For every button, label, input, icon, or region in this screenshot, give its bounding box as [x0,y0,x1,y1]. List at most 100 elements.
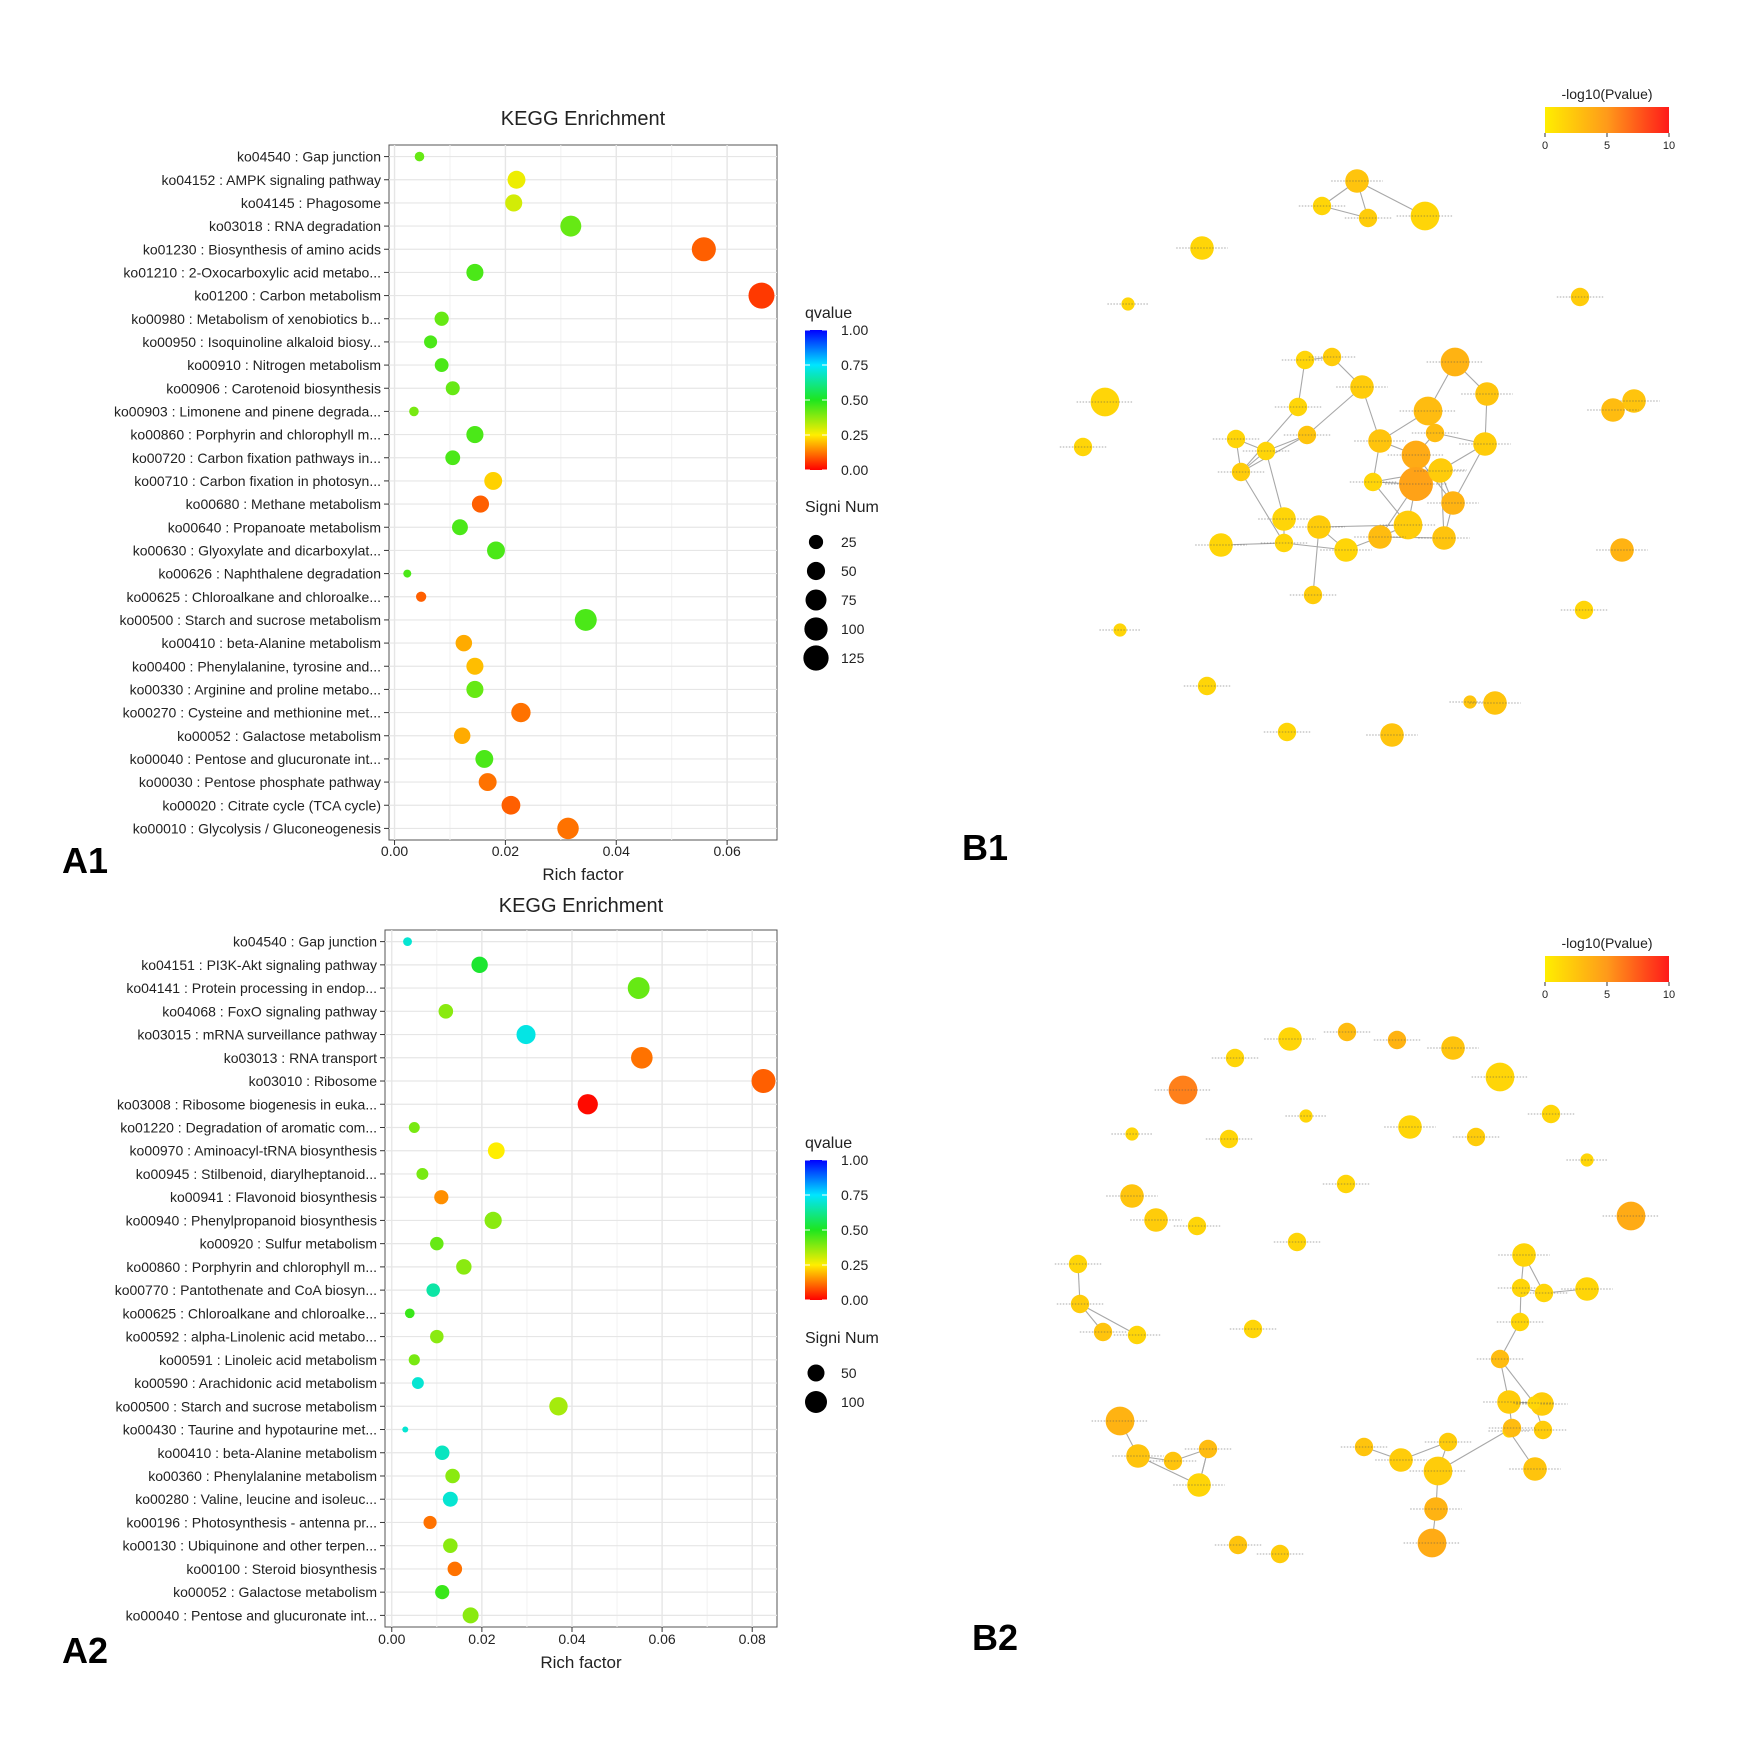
y-tick-label: ko00330 : Arginine and proline metabo... [130,681,381,697]
x-tick-label: 0.02 [468,1631,495,1647]
data-point [574,608,597,631]
network-node [1312,196,1332,216]
data-point [455,634,473,652]
network-node [1398,1115,1422,1139]
y-tick-label: ko00910 : Nitrogen metabolism [187,357,381,373]
y-tick-label: ko03010 : Ribosome [249,1073,378,1089]
network-node [1127,1325,1147,1345]
network-node [1209,533,1233,557]
network-legend-label: 10 [1663,989,1675,1001]
network-node [1225,1048,1245,1068]
data-point [462,1607,479,1624]
data-point [487,1142,505,1160]
network-legend-label: 5 [1604,989,1610,1001]
y-tick-label: ko00770 : Pantothenate and CoA biosyn... [115,1282,377,1298]
network-node [1295,350,1315,370]
data-point [430,1329,444,1344]
size-legend-swatch [803,645,829,671]
network-node [1601,398,1625,422]
network-node [1288,397,1308,417]
network-node [1622,389,1646,413]
network-node [1490,1349,1510,1369]
y-tick-label: ko00945 : Stilbenoid, diarylheptanoid... [136,1166,377,1182]
data-point [557,817,579,840]
plot-area [384,929,778,1628]
data-point [452,519,468,536]
color-legend-label: 0.00 [841,1292,868,1308]
y-tick-label: ko04540 : Gap junction [233,934,377,950]
y-tick-label: ko04152 : AMPK signaling pathway [162,172,381,188]
data-point [435,1585,450,1600]
y-tick-label: ko04151 : PI3K-Akt signaling pathway [141,957,377,973]
y-tick-label: ko00196 : Photosynthesis - antenna pr... [126,1514,377,1530]
data-point [501,795,521,815]
y-tick-label: ko00270 : Cysteine and methionine met... [123,705,381,721]
x-axis-label: Rich factor [542,865,624,884]
network-legend-bar [1545,956,1669,982]
network-node [1187,1216,1207,1236]
size-legend-label: 125 [841,650,865,666]
color-legend-label: 0.50 [841,392,868,408]
network-node [1441,491,1465,515]
network-legend-label: 0 [1542,989,1548,1001]
y-tick-label: ko01220 : Degradation of aromatic com... [120,1119,377,1135]
y-tick-label: ko00920 : Sulfur metabolism [200,1236,377,1252]
network-node [1354,1437,1374,1457]
y-tick-label: ko00052 : Galactose metabolism [173,1584,377,1600]
data-point [560,215,582,237]
size-legend-label: 100 [841,1394,865,1410]
data-point [434,311,449,326]
y-tick-label: ko00500 : Starch and sucrose metabolism [116,1398,377,1414]
data-point [471,495,490,513]
size-legend-swatch [807,1364,825,1382]
plot-area [388,144,778,841]
network-node [1126,1444,1150,1468]
y-tick-label: ko03015 : mRNA surveillance pathway [137,1027,377,1043]
network-node [1187,1473,1211,1497]
y-tick-label: ko00040 : Pentose and glucuronate int... [126,1607,377,1623]
y-tick-label: ko00030 : Pentose phosphate pathway [139,774,381,790]
data-point [549,1397,568,1416]
network-node [1334,538,1358,562]
data-point [438,1004,454,1019]
network-edge [1306,386,1363,436]
data-point [416,1167,429,1180]
data-point [443,1538,458,1553]
data-point [403,569,412,578]
data-point [445,1468,460,1484]
network-node [1432,526,1456,550]
data-point [442,1491,458,1507]
network-node [1303,585,1323,605]
data-point [505,194,523,212]
bubble-chart-a1: 0.00 0.02 0.04 0.06 ko04540 : Gap junction ko… [114,108,879,884]
y-tick-label: ko04540 : Gap junction [237,149,381,165]
data-point [430,1236,444,1251]
network-node [1466,1127,1486,1147]
data-point [466,263,484,281]
network-node [1350,375,1374,399]
data-point [426,1283,440,1297]
network-node [1113,623,1127,637]
network-node [1125,1127,1139,1141]
x-tick-label: 0.04 [603,843,630,859]
y-tick-label: ko00941 : Flavonoid biosynthesis [170,1189,377,1205]
panel-label-b1: B1 [962,827,1008,868]
y-tick-label: ko00410 : beta-Alanine metabolism [158,1445,377,1461]
y-tick-label: ko00410 : beta-Alanine metabolism [162,635,381,651]
size-legend-label: 50 [841,1365,857,1381]
y-tick-label: ko00860 : Porphyrin and chlorophyll m... [130,427,381,443]
network-node [1274,533,1294,553]
y-tick-label: ko00360 : Phenylalanine metabolism [148,1468,377,1484]
color-legend-label: 1.00 [841,322,868,338]
network-node [1190,236,1214,260]
data-point [434,358,449,372]
network-node [1502,1418,1522,1438]
y-tick-label: ko00280 : Valine, leucine and isoleuc... [135,1491,377,1507]
network-node [1068,1254,1088,1274]
network-edge [1079,1303,1138,1336]
y-tick-label: ko00591 : Linoleic acid metabolism [159,1352,377,1368]
x-tick-label: 0.00 [381,843,408,859]
network-node [1070,1294,1090,1314]
y-tick-label: ko00630 : Glyoxylate and dicarboxylat... [133,542,381,558]
